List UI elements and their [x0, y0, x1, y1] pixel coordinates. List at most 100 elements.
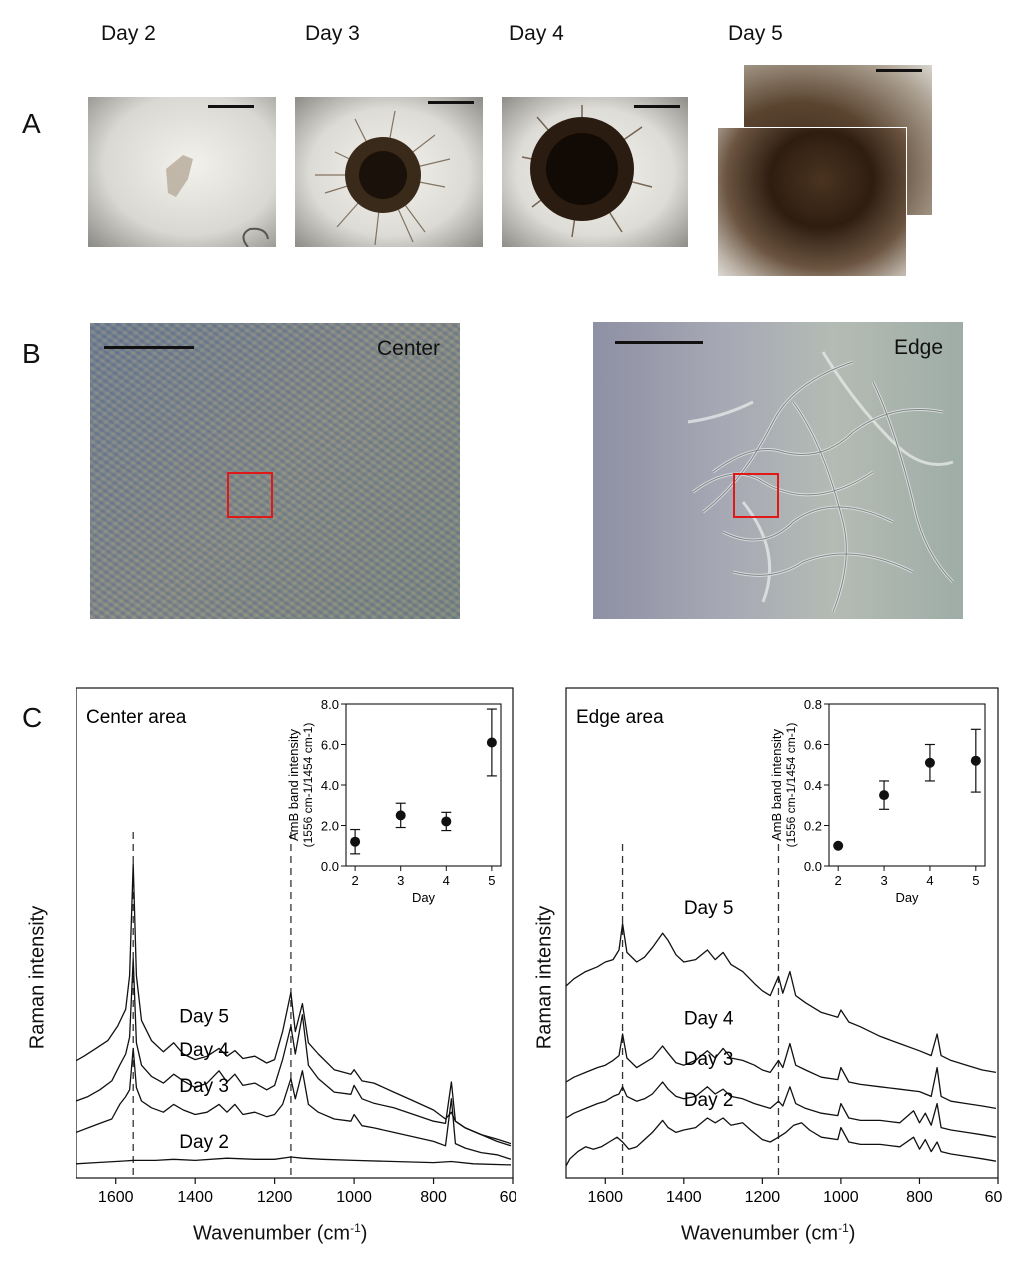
series-line-day-4	[76, 958, 512, 1145]
x-axis-label-end: )	[848, 1222, 856, 1245]
data-point	[970, 755, 981, 766]
x-tick-label: 1200	[257, 1189, 293, 1206]
series-label: Day 5	[179, 1007, 229, 1028]
x-tick-label: 1400	[666, 1189, 702, 1206]
inset-x-tick-label: 3	[397, 873, 404, 888]
x-tick-label: 1000	[336, 1189, 372, 1206]
x-tick-label: 600	[985, 1189, 1003, 1206]
panel-a-letter: A	[22, 108, 41, 139]
inset-y-tick-label: 0.4	[804, 778, 822, 793]
x-axis-label-left: Wavenumber (cm-1)	[193, 1221, 367, 1246]
inset-y-label-ratio: (1556 cm-1/1454 cm-1)	[301, 723, 315, 848]
series-label: Day 4	[179, 1040, 229, 1061]
scale-bar	[428, 101, 474, 104]
scale-bar	[208, 105, 254, 108]
inset-y-tick-label: 0.8	[804, 697, 822, 712]
x-axis-label-right: Wavenumber (cm-1)	[681, 1221, 855, 1246]
edge-label: Edge	[893, 336, 943, 359]
edge-micrograph: Edge	[593, 322, 963, 619]
inset-x-label: Day	[412, 890, 436, 905]
inset-y-tick-label: 0.2	[804, 819, 822, 834]
inset-y-tick-label: 4.0	[321, 778, 339, 793]
scale-bar	[615, 341, 703, 344]
data-point	[441, 816, 452, 827]
day-3-micrograph	[295, 97, 483, 247]
inset-frame	[828, 703, 986, 867]
series-label: Day 3	[179, 1076, 229, 1097]
x-axis-label-sup: -1	[838, 1221, 849, 1235]
raman-chart-edge: Edge area Day 5 Day 4 Day 3 Day 2 1600 1400 120…	[565, 687, 1003, 1206]
day-2-micrograph	[88, 97, 276, 247]
x-tick-label: 1600	[587, 1189, 623, 1206]
day-4-header: Day 4	[509, 22, 564, 45]
x-axis-label-end: )	[360, 1222, 368, 1245]
inset-x-tick-label: 5	[488, 873, 495, 888]
series-line-day-2	[76, 1156, 512, 1166]
scale-bar	[876, 69, 922, 72]
data-point	[924, 757, 935, 768]
x-tick-label: 800	[906, 1189, 933, 1206]
series-line-day-5	[76, 862, 512, 1147]
center-micrograph: Center	[90, 323, 460, 619]
inset-x-tick-label: 4	[926, 873, 933, 888]
day-5-header: Day 5	[728, 22, 783, 45]
raman-chart-center: Center area Day 5 Day 4 Day 3 Day 2 1600 1400 1…	[76, 687, 516, 1206]
inset-y-tick-label: 2.0	[321, 819, 339, 834]
plot-frame	[76, 687, 514, 1179]
inset-y-tick-label: 0.0	[804, 859, 822, 874]
inset-x-tick-label: 3	[880, 873, 887, 888]
series-line-day-2	[565, 1117, 997, 1167]
center-label: Center	[376, 337, 440, 360]
x-axis-label-sup: -1	[350, 1221, 361, 1235]
data-point	[395, 810, 406, 821]
series-label: Day 2	[684, 1090, 734, 1111]
inset-x-tick-label: 2	[835, 873, 842, 888]
x-tick-label: 1000	[823, 1189, 859, 1206]
series-label: Day 5	[684, 898, 734, 919]
day-5-micrograph-bottom	[718, 128, 906, 276]
inset-y-label-ratio: (1556 cm-1/1454 cm-1)	[784, 723, 798, 848]
series-label: Day 4	[684, 1008, 734, 1029]
inset-y-label: AmB band intensity	[286, 729, 301, 842]
inset-y-label: AmB band intensity	[769, 729, 784, 842]
x-axis-label-text: Wavenumber (cm	[681, 1222, 839, 1245]
day-2-header: Day 2	[101, 22, 156, 45]
x-tick-label: 1200	[745, 1189, 781, 1206]
inset-x-tick-label: 4	[443, 873, 450, 888]
inset-y-tick-label: 8.0	[321, 697, 339, 712]
data-point	[350, 836, 361, 847]
series-line-day-3	[565, 1081, 997, 1138]
series-line-day-4	[565, 1033, 997, 1110]
panel-b-letter: B	[22, 338, 41, 369]
plot-frame	[565, 687, 999, 1179]
scale-bar	[104, 346, 194, 349]
x-tick-label: 1600	[98, 1189, 134, 1206]
panel-c-letter: C	[22, 702, 43, 733]
chart-title: Center area	[86, 707, 187, 728]
x-tick-label: 600	[500, 1189, 516, 1206]
roi-box-center	[227, 472, 273, 518]
day-4-micrograph	[502, 97, 688, 247]
x-axis-label-text: Wavenumber (cm	[193, 1222, 351, 1245]
inset-frame	[345, 703, 502, 867]
inset-y-tick-label: 0.6	[804, 738, 822, 753]
data-point	[879, 790, 890, 801]
series-line-day-3	[76, 1047, 512, 1160]
raman-intensity-label-right: Raman intensity	[533, 905, 556, 1050]
data-point	[486, 737, 497, 748]
x-tick-label: 1400	[177, 1189, 213, 1206]
data-point	[833, 840, 844, 851]
series-label: Day 3	[684, 1049, 734, 1070]
inset-x-tick-label: 2	[352, 873, 359, 888]
x-tick-label: 800	[420, 1189, 447, 1206]
day-3-header: Day 3	[305, 22, 360, 45]
roi-box-edge	[733, 473, 779, 518]
series-line-day-5	[565, 922, 997, 1074]
series-label: Day 2	[179, 1132, 229, 1153]
inset-y-tick-label: 0.0	[321, 859, 339, 874]
inset-y-tick-label: 6.0	[321, 738, 339, 753]
chart-title: Edge area	[576, 707, 664, 728]
raman-intensity-label-left: Raman intensity	[26, 905, 49, 1050]
inset-x-label: Day	[895, 890, 919, 905]
inset-x-tick-label: 5	[972, 873, 979, 888]
